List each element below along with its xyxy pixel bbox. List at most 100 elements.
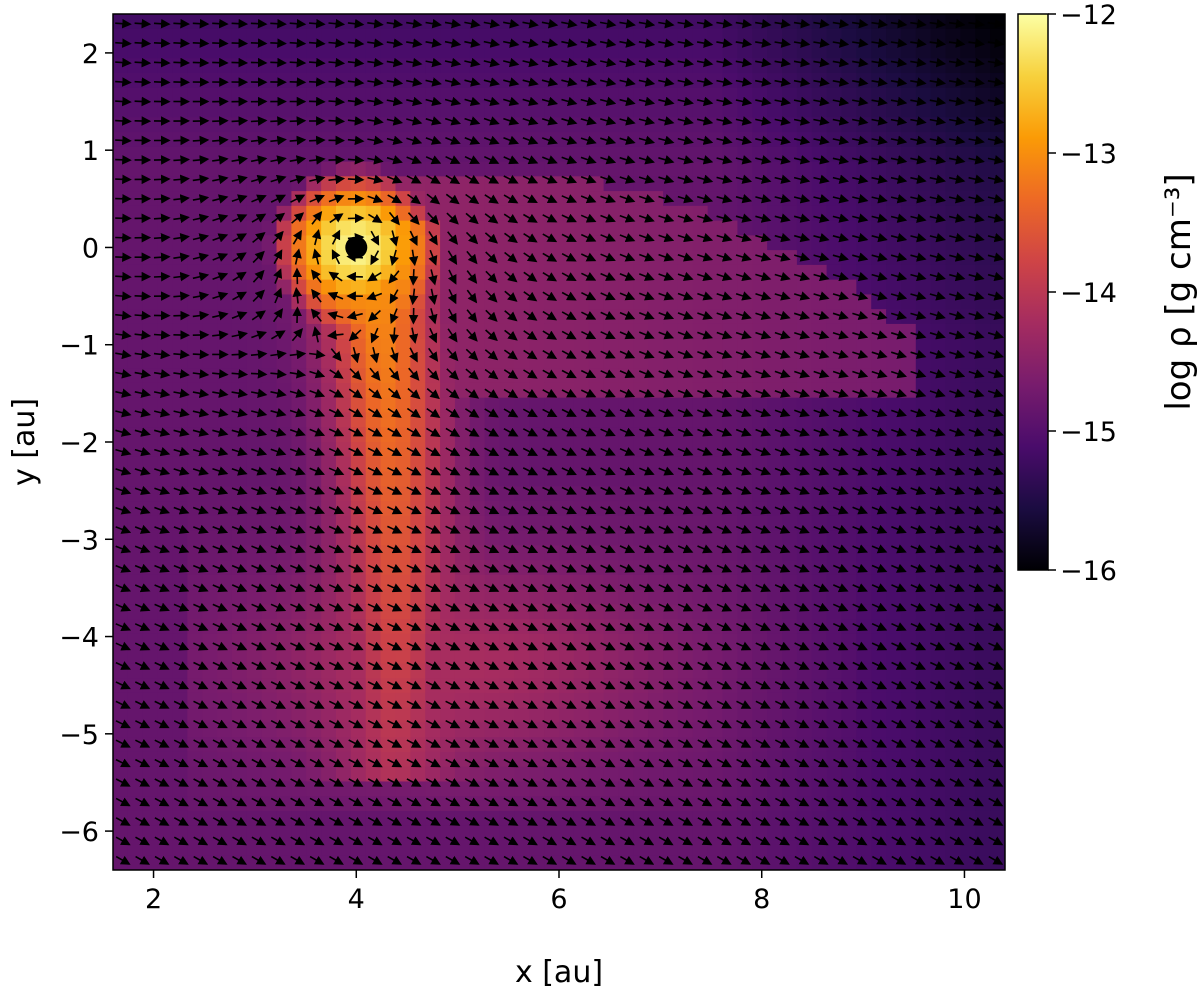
heatmap-cell bbox=[395, 235, 411, 251]
heatmap-cell bbox=[544, 191, 560, 207]
heatmap-cell bbox=[841, 161, 857, 177]
heatmap-cell bbox=[499, 14, 515, 30]
heatmap-cell bbox=[648, 102, 664, 118]
heatmap-cell bbox=[975, 14, 991, 30]
heatmap-cell bbox=[276, 456, 292, 473]
heatmap-cell bbox=[722, 132, 738, 148]
heatmap-cell bbox=[425, 102, 441, 118]
heatmap-cell bbox=[841, 191, 857, 207]
heatmap-cell bbox=[767, 102, 783, 118]
heatmap-cell bbox=[306, 382, 322, 399]
heatmap-cell bbox=[663, 648, 679, 664]
heatmap-cell bbox=[454, 781, 471, 797]
heatmap-cell bbox=[321, 58, 337, 74]
heatmap-cell bbox=[960, 28, 976, 45]
heatmap-cell bbox=[900, 191, 917, 207]
heatmap-cell bbox=[231, 368, 248, 384]
heatmap-cell bbox=[350, 117, 367, 133]
velocity-arrow bbox=[212, 116, 229, 126]
heatmap-cell bbox=[559, 220, 575, 236]
heatmap-cell bbox=[886, 43, 902, 59]
heatmap-cell bbox=[529, 161, 545, 177]
heatmap-cell bbox=[306, 397, 322, 414]
heatmap-cell bbox=[113, 707, 129, 724]
heatmap-cell bbox=[425, 43, 441, 59]
heatmap-cell bbox=[380, 43, 397, 59]
heatmap-cell bbox=[900, 604, 917, 620]
heatmap-cell bbox=[202, 279, 218, 296]
heatmap-cell bbox=[945, 397, 961, 414]
heatmap-cell bbox=[306, 102, 322, 118]
heatmap-cell bbox=[573, 205, 590, 222]
heatmap-cell bbox=[276, 309, 292, 325]
heatmap-cell bbox=[796, 58, 813, 74]
heatmap-cell bbox=[172, 427, 188, 443]
heatmap-cell bbox=[157, 442, 174, 458]
heatmap-cell bbox=[291, 338, 307, 355]
heatmap-cell bbox=[737, 471, 753, 487]
heatmap-cell bbox=[767, 338, 783, 355]
heatmap-cell bbox=[380, 501, 397, 517]
heatmap-cell bbox=[559, 471, 575, 487]
heatmap-cell bbox=[930, 751, 947, 768]
heatmap-cell bbox=[722, 43, 738, 59]
heatmap-cell bbox=[127, 530, 144, 546]
heatmap-cell bbox=[276, 855, 292, 870]
heatmap-cell bbox=[514, 574, 530, 591]
heatmap-cell bbox=[514, 235, 530, 251]
heatmap-cell bbox=[841, 530, 857, 546]
heatmap-cell bbox=[395, 560, 411, 576]
heatmap-cell bbox=[469, 368, 486, 384]
heatmap-cell bbox=[529, 707, 545, 724]
heatmap-cell bbox=[350, 28, 367, 45]
heatmap-cell bbox=[187, 58, 203, 74]
heatmap-cell bbox=[395, 294, 411, 310]
heatmap-cell bbox=[202, 619, 218, 635]
heatmap-cell bbox=[529, 501, 545, 517]
heatmap-cell bbox=[588, 530, 605, 546]
heatmap-cell bbox=[826, 161, 843, 177]
heatmap-cell bbox=[990, 810, 1005, 827]
heatmap-cell bbox=[246, 220, 263, 236]
heatmap-cell bbox=[514, 353, 530, 369]
heatmap-cell bbox=[276, 28, 292, 45]
heatmap-cell bbox=[425, 323, 441, 340]
heatmap-cell bbox=[529, 176, 545, 192]
heatmap-cell bbox=[826, 279, 843, 296]
heatmap-cell bbox=[187, 781, 203, 797]
heatmap-cell bbox=[856, 545, 872, 561]
heatmap-cell bbox=[127, 633, 144, 650]
heatmap-cell bbox=[990, 14, 1005, 30]
heatmap-cell bbox=[469, 58, 486, 74]
heatmap-cell bbox=[796, 530, 813, 546]
heatmap-cell bbox=[796, 102, 813, 118]
heatmap-cell bbox=[782, 323, 798, 340]
heatmap-cell bbox=[886, 648, 902, 664]
heatmap-cell bbox=[960, 117, 976, 133]
heatmap-cell bbox=[291, 589, 307, 605]
heatmap-cell bbox=[113, 220, 129, 236]
heatmap-cell bbox=[722, 14, 738, 30]
velocity-arrow bbox=[289, 38, 307, 48]
heatmap-cell bbox=[231, 338, 248, 355]
heatmap-cell bbox=[573, 294, 590, 310]
heatmap-cell bbox=[975, 589, 991, 605]
heatmap-cell bbox=[663, 14, 679, 30]
heatmap-cell bbox=[246, 368, 263, 384]
heatmap-cell bbox=[217, 840, 233, 856]
heatmap-cell bbox=[380, 442, 397, 458]
heatmap-cell bbox=[603, 427, 620, 443]
heatmap-cell bbox=[499, 471, 515, 487]
heatmap-cell bbox=[499, 279, 515, 296]
heatmap-cell bbox=[291, 707, 307, 724]
heatmap-cell bbox=[410, 368, 426, 384]
heatmap-cell bbox=[945, 442, 961, 458]
heatmap-cell bbox=[113, 530, 129, 546]
heatmap-cell bbox=[677, 692, 694, 709]
heatmap-cell bbox=[336, 648, 352, 664]
heatmap-cell bbox=[261, 633, 278, 650]
heatmap-cell bbox=[276, 58, 292, 74]
heatmap-cell bbox=[276, 589, 292, 605]
heatmap-cell bbox=[380, 382, 397, 399]
heatmap-cell bbox=[395, 663, 411, 679]
